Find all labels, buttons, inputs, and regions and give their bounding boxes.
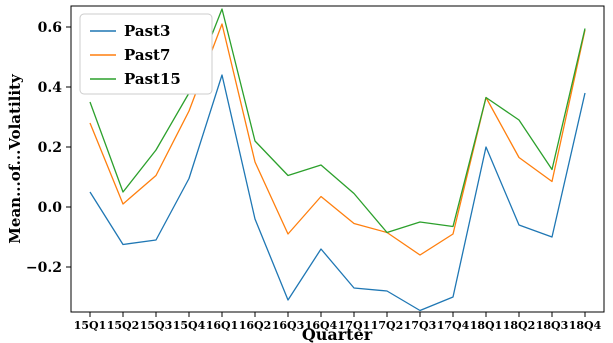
x-tick-label: 15Q3 (140, 319, 173, 332)
legend-box (79, 13, 213, 95)
y-tick-label: 0.4 (38, 80, 63, 96)
x-tick-label: 17Q4 (437, 319, 470, 332)
legend-label-past3: Past3 (124, 22, 170, 40)
series-line-past15 (89, 8, 586, 234)
x-tick-label: 17Q1 (338, 319, 371, 332)
x-tick-label: 15Q4 (173, 319, 206, 332)
plot-frame (70, 5, 605, 313)
y-tick-label: 0.0 (38, 200, 63, 216)
x-tick-label: 18Q2 (503, 319, 536, 332)
x-tick-label: 18Q3 (536, 319, 569, 332)
x-axis-title: Quarter (302, 325, 373, 343)
x-tick-label: 16Q1 (206, 319, 239, 332)
x-tick-label: 16Q4 (305, 319, 338, 332)
x-axis: 15Q1 15Q2 15Q3 15Q4 16Q1 16Q2 16Q3 16Q4 17Q1 17Q2… (74, 312, 602, 332)
legend-label-past7: Past7 (124, 46, 170, 64)
y-axis: −0.2 0.0 0.2 0.4 0.6 (26, 20, 71, 276)
series-line-past3 (89, 74, 586, 312)
series-layer (89, 8, 586, 312)
x-tick-label: 16Q3 (272, 319, 305, 332)
legend-label-past15: Past15 (124, 70, 181, 88)
x-tick-label: 18Q4 (569, 319, 602, 332)
x-tick-label: 15Q2 (107, 319, 140, 332)
y-tick-label: 0.6 (38, 20, 62, 36)
x-tick-label: 15Q1 (74, 319, 107, 332)
legend: Past3 Past7 Past15 (79, 13, 213, 95)
y-tick-label: −0.2 (26, 260, 62, 276)
series-line-past7 (89, 23, 586, 256)
x-tick-label: 18Q1 (470, 319, 503, 332)
x-tick-label: 17Q2 (371, 319, 404, 332)
x-tick-label: 17Q3 (404, 319, 437, 332)
y-tick-label: 0.2 (38, 140, 62, 156)
y-axis-title: Mean...of...Volatility (6, 73, 24, 244)
x-tick-label: 16Q2 (239, 319, 272, 332)
